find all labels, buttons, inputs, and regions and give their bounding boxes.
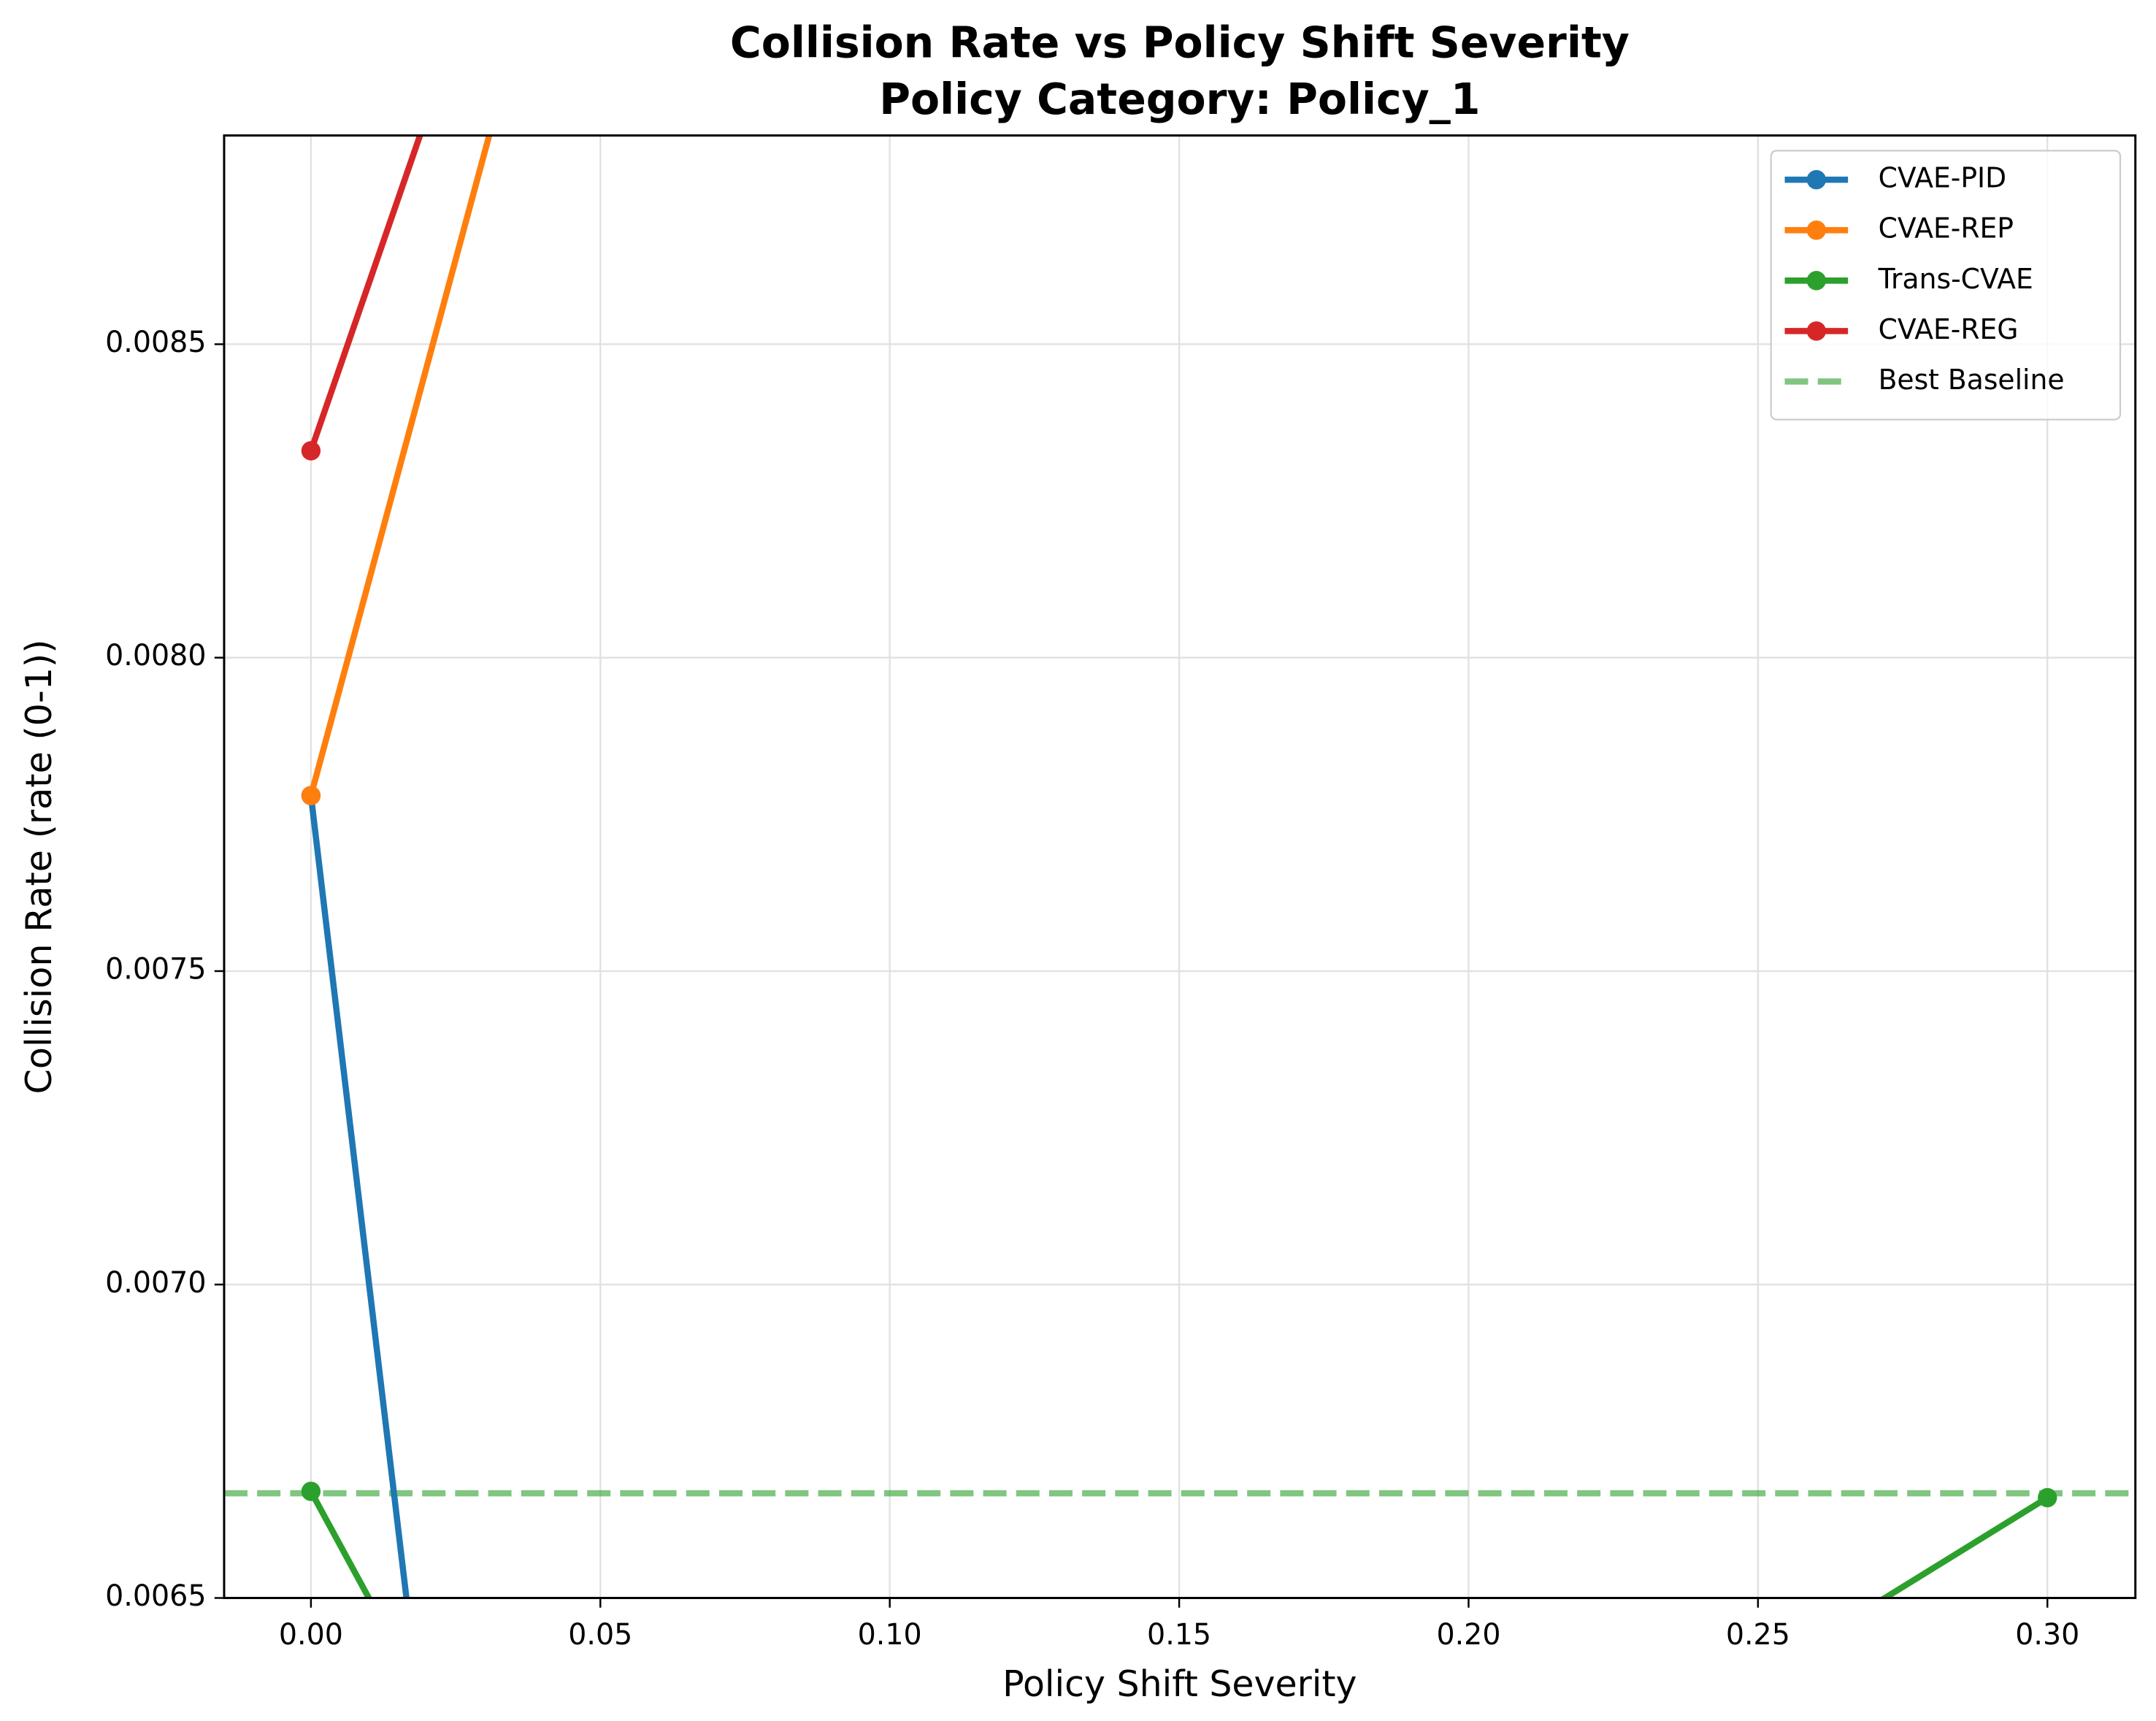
legend-marker <box>1806 169 1827 190</box>
legend-marker <box>1806 220 1827 240</box>
chart-subtitle: Policy Category: Policy_1 <box>879 74 1480 124</box>
y-tick-label: 0.0065 <box>105 1579 206 1613</box>
x-tick-label: 0.05 <box>568 1618 632 1652</box>
y-axis-label: Collision Rate (rate (0-1)) <box>18 640 60 1095</box>
point <box>301 441 321 461</box>
y-tick-label: 0.0085 <box>105 326 206 359</box>
legend-marker <box>1806 321 1827 341</box>
x-tick-label: 0.00 <box>279 1618 343 1652</box>
point <box>301 1482 321 1501</box>
y-tick-label: 0.0080 <box>105 639 206 672</box>
x-tick-label: 0.10 <box>858 1618 922 1652</box>
legend-label: CVAE-PID <box>1879 162 2007 194</box>
legend-label: CVAE-REP <box>1879 212 2014 245</box>
legend-label: Trans-CVAE <box>1878 263 2033 295</box>
x-tick-label: 0.15 <box>1147 1618 1211 1652</box>
legend: CVAE-PID CVAE-REP Trans-CVAE CVAE-REG Best B… <box>1770 150 2122 421</box>
y-tick-label: 0.0070 <box>105 1266 206 1300</box>
legend-box <box>1770 150 2122 421</box>
x-tick-label: 0.20 <box>1436 1618 1500 1652</box>
axes: 0.00 0.05 0.10 0.15 0.20 0.25 0.30 0.0065 0.0070… <box>105 326 2079 1652</box>
point <box>301 786 321 805</box>
point <box>2038 1487 2057 1508</box>
x-axis-label: Policy Shift Severity <box>1002 1663 1357 1705</box>
chart-title: Collision Rate vs Policy Shift Severity <box>730 18 1630 67</box>
x-tick-label: 0.30 <box>2015 1618 2079 1652</box>
legend-marker <box>1806 271 1827 291</box>
x-tick-label: 0.25 <box>1726 1618 1790 1652</box>
y-tick-label: 0.0075 <box>105 952 206 986</box>
legend-label: Best Baseline <box>1879 364 2065 396</box>
legend-label: CVAE-REG <box>1879 313 2019 345</box>
plot-area <box>223 135 2136 1598</box>
